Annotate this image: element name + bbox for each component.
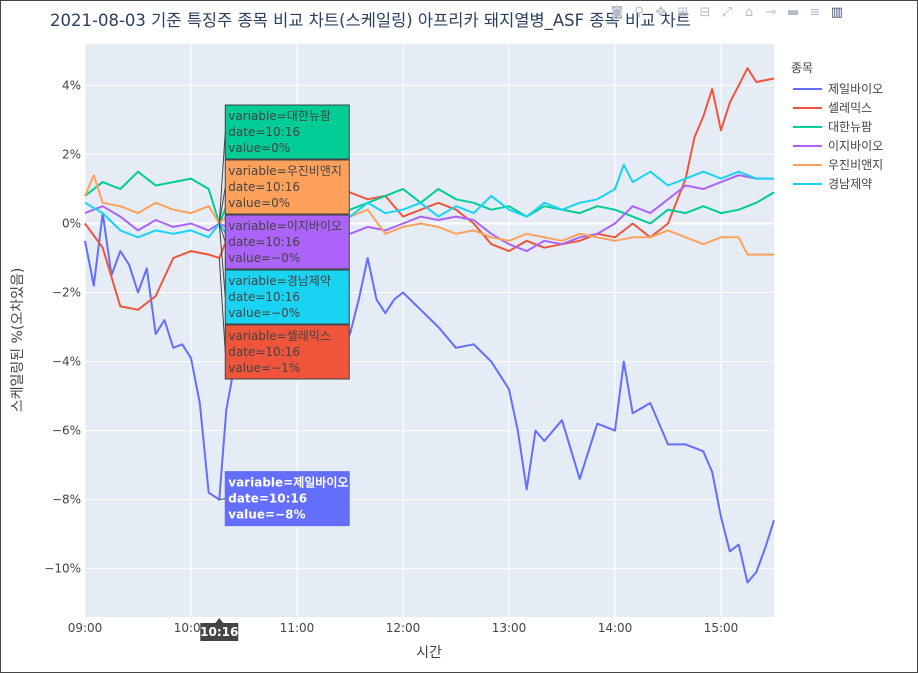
y-tick-label: 0% (62, 216, 81, 230)
x-tick-label: 13:00 (492, 621, 527, 635)
x-axis-ticks: 09:00 10:00 11:00 12:00 13:00 14:00 15:00 (68, 621, 739, 635)
zoom-icon[interactable]: ⚲ (634, 4, 644, 20)
x-tick-label: 09:00 (68, 621, 103, 635)
hover-label-제일바이오: variable=제일바이오 date=10:16 value=−8% (219, 471, 350, 527)
hover-label-text: variable=셀레믹스 (228, 329, 331, 343)
hover-label-text: date=10:16 (228, 345, 300, 359)
hover-label-text: value=−0% (228, 306, 300, 320)
pan-icon[interactable]: ✥ (655, 4, 667, 20)
y-axis-title: 스케일링된 %(오차있음) (10, 268, 26, 413)
y-tick-label: −2% (52, 286, 81, 300)
legend-item-이지바이오[interactable]: 이지바이오 (793, 139, 883, 153)
hover-label-대한뉴팜: variable=대한뉴팜 date=10:16 value=0% (218, 104, 350, 224)
series-line-이지바이오[interactable] (84, 174, 774, 253)
chart-title: 2021-08-03 기준 특징주 종목 비교 차트(스케일링) 아프리카 돼지… (50, 11, 691, 31)
y-axis-ticks: 4% 2% 0% −2% −4% −6% −8% −10% (44, 78, 81, 575)
spike-lines-icon[interactable]: ⊸ (765, 4, 777, 20)
hover-label-text: date=10:16 (228, 492, 307, 506)
legend-title: 종목 (791, 61, 813, 75)
hover-label-text: variable=제일바이오 (228, 475, 348, 490)
hover-label-이지바이오: variable=이지바이오 date=10:16 value=−0% (218, 214, 350, 270)
zoom-out-icon[interactable]: ⊟ (699, 4, 711, 20)
series-lines (84, 67, 775, 584)
hover-label-text: variable=이지바이오 (228, 219, 342, 233)
autoscale-icon[interactable]: ⤢ (721, 4, 733, 20)
x-tick-label: 11:00 (280, 621, 315, 635)
plot-area[interactable] (85, 44, 774, 617)
zoom-in-icon[interactable]: ⊞ (677, 4, 689, 20)
y-tick-label: −8% (52, 493, 81, 507)
y-tick-label: −6% (52, 424, 81, 438)
modebar: ◙ ⚲ ✥ ⊞ ⊟ ⤢ ⌂ ⊸ ▬ ≡ ▥ (606, 2, 848, 22)
hover-compare-icon[interactable]: ≡ (809, 4, 821, 20)
x-tick-label: 12:00 (386, 621, 421, 635)
series-line-경남제약[interactable] (84, 163, 774, 239)
x-tick-label: 10:00 (174, 621, 209, 635)
gridlines (84, 44, 774, 617)
series-line-제일바이오[interactable] (84, 212, 775, 584)
hover-label-우진비앤지: variable=우진비앤지 date=10:16 value=0% (218, 159, 350, 224)
legend-item-제일바이오[interactable]: 제일바이오 (793, 82, 883, 96)
legend-label: 경남제약 (828, 176, 872, 191)
hover-label-text: variable=우진비앤지 (228, 164, 342, 178)
x-hover-badge: 10:16 (200, 618, 238, 641)
legend-item-우진비앤지[interactable]: 우진비앤지 (793, 158, 883, 172)
x-tick-label: 14:00 (598, 621, 633, 635)
hover-label-셀레믹스: variable=셀레믹스 date=10:16 value=−1% (218, 257, 350, 380)
camera-icon[interactable]: ◙ (610, 4, 624, 20)
series-line-우진비앤지[interactable] (84, 174, 774, 256)
legend-item-셀레믹스[interactable]: 셀레믹스 (793, 101, 872, 115)
plotly-logo-icon[interactable]: ▥ (830, 4, 844, 20)
x-axis-title: 시간 (416, 645, 442, 661)
hover-label-text: value=0% (228, 141, 290, 155)
hover-label-경남제약: variable=경남제약 date=10:16 value=−0% (218, 223, 350, 325)
hover-label-text: date=10:16 (228, 290, 300, 304)
legend-label: 셀레믹스 (828, 101, 872, 115)
y-tick-label: −4% (52, 355, 81, 369)
series-line-셀레믹스[interactable] (84, 67, 775, 311)
legend-item-대한뉴팜[interactable]: 대한뉴팜 (793, 120, 872, 134)
x-tick-label: 15:00 (704, 621, 739, 635)
legend-label: 제일바이오 (828, 82, 883, 96)
y-tick-label: 2% (62, 147, 81, 161)
hover-label-text: date=10:16 (228, 235, 300, 249)
hover-label-text: date=10:16 (228, 180, 300, 194)
legend-label: 대한뉴팜 (828, 120, 872, 134)
legend-label: 이지바이오 (828, 139, 883, 153)
home-icon[interactable]: ⌂ (744, 4, 754, 20)
legend-label: 우진비앤지 (828, 158, 883, 172)
x-hover-badge-label: 10:16 (200, 625, 238, 639)
hover-label-text: date=10:16 (228, 125, 300, 139)
hover-label-text: variable=경남제약 (228, 273, 331, 288)
hover-label-text: value=0% (228, 196, 290, 210)
legend-item-경남제약[interactable]: 경남제약 (793, 176, 872, 191)
hover-label-text: variable=대한뉴팜 (228, 109, 331, 123)
hover-label-text: value=−1% (228, 361, 300, 375)
hover-label-text: value=−8% (228, 508, 305, 522)
hover-labels: variable=대한뉴팜date=10:16value=0%variable=… (200, 104, 350, 641)
hover-closest-icon[interactable]: ▬ (786, 4, 800, 20)
y-tick-label: −10% (44, 562, 81, 576)
y-tick-label: 4% (62, 78, 81, 92)
hover-label-text: value=−0% (228, 251, 300, 265)
